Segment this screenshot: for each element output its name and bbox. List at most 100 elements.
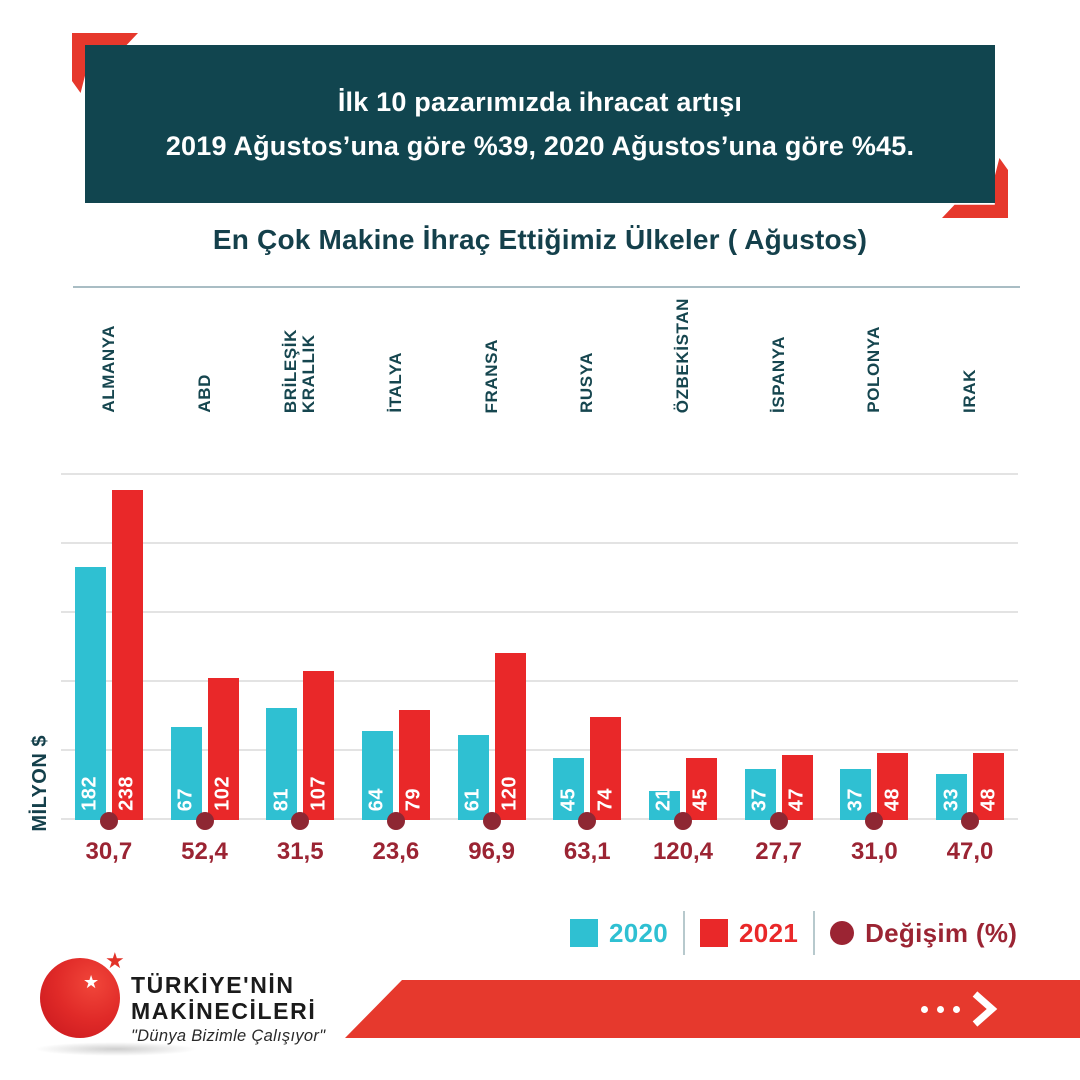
country-label-cell: ABD	[171, 295, 239, 413]
change-percent-value: 23,6	[372, 838, 420, 865]
bar-2020: 81	[266, 708, 298, 820]
bar-2021: 48	[877, 753, 909, 820]
bar-group: 64 79	[361, 473, 430, 830]
change-dot-icon	[865, 812, 884, 830]
bar-value-label: 64	[365, 787, 388, 811]
bar-group: 61 120	[457, 473, 526, 830]
gridline	[61, 680, 1018, 682]
brand-text-block: TÜRKİYE'NİN MAKİNECİLERİ "Dünya Bizimle …	[131, 972, 325, 1046]
bar-value-label: 74	[594, 787, 617, 811]
title-divider	[73, 286, 1020, 288]
change-percent-value: 52,4	[181, 838, 228, 865]
bar-group: 37 47	[744, 473, 813, 830]
bar-value-label: 182	[78, 776, 101, 811]
chart-legend: 2020 2021 Değişim (%)	[570, 910, 1017, 956]
gridline	[61, 611, 1018, 613]
legend-item-2021: 2021	[700, 918, 798, 949]
legend-label-change: Değişim (%)	[865, 917, 1018, 948]
country-label-cell: POLONYA	[840, 295, 908, 413]
bar-2021: 47	[781, 755, 813, 820]
bar-group: 81 107	[266, 473, 335, 830]
brand-name-line1: TÜRKİYE'NİN	[131, 972, 295, 998]
bar-group: 33 48	[936, 473, 1005, 830]
bar-2021: 45	[685, 758, 717, 820]
gridline	[61, 542, 1018, 544]
bar-value-label: 48	[881, 787, 904, 811]
bar-2021: 102	[207, 678, 239, 820]
bar-value-label: 37	[844, 787, 867, 811]
dot-icon	[921, 1005, 928, 1013]
bar-value-label: 48	[977, 787, 1000, 811]
country-label: ÖZBEKİSTAN	[673, 297, 693, 413]
bar-value-label: 45	[557, 787, 580, 811]
change-percent-value: 31,5	[276, 838, 324, 865]
legend-label-2020: 2020	[609, 917, 669, 948]
brand-slogan: "Dünya Bizimle Çalışıyor"	[131, 1027, 326, 1045]
change-dot-icon	[195, 812, 214, 830]
change-dot-icon	[673, 812, 692, 830]
country-label-cell: IRAK	[936, 295, 1004, 413]
change-percent-value: 47,0	[946, 838, 994, 865]
country-label: FRANSA	[481, 338, 501, 413]
dot-icon	[937, 1005, 944, 1013]
legend-separator	[683, 911, 686, 955]
change-percent-value: 63,1	[563, 838, 611, 865]
bar-2020: 67	[170, 727, 202, 820]
country-label-cell: BRİLEŞİK KRALLIK	[266, 295, 334, 413]
bar-2021: 120	[494, 653, 526, 820]
bar-value-label: 37	[748, 787, 771, 811]
legend-swatch-2020-icon	[570, 919, 598, 947]
bar-group: 37 48	[840, 473, 909, 830]
country-label: IRAK	[960, 369, 980, 413]
legend-swatch-2021-icon	[700, 919, 729, 947]
change-dot-icon	[961, 812, 980, 830]
gridline	[61, 473, 1018, 475]
country-label-cell: ALMANYA	[75, 295, 143, 413]
bar-2020: 37	[744, 769, 776, 820]
country-label: RUSYA	[577, 352, 597, 413]
bar-chart-plot: 182 238 67 102 81 107 64 79 61 120 45 74 21 45 37 47 37 4…	[61, 473, 1018, 830]
change-dot-icon	[482, 812, 501, 830]
bar-group: 21 45	[648, 473, 717, 830]
country-label: ABD	[194, 374, 214, 413]
bar-value-label: 102	[211, 776, 234, 811]
change-percent-value: 31,0	[850, 838, 898, 865]
dot-icon	[953, 1005, 960, 1013]
brand-logo-circle-icon	[40, 958, 120, 1038]
legend-label-2021: 2021	[739, 917, 799, 948]
gridline	[61, 749, 1018, 751]
bar-value-label: 67	[174, 787, 197, 811]
bar-2020: 64	[361, 731, 393, 820]
country-label: İTALYA	[385, 352, 405, 413]
change-percent-value: 30,7	[85, 838, 133, 865]
bar-value-label: 21	[652, 787, 675, 811]
bar-value-label: 33	[940, 787, 963, 811]
bar-value-label: 238	[115, 776, 138, 811]
change-percent-value: 96,9	[468, 838, 515, 865]
y-axis-label: MİLYON $	[29, 735, 51, 832]
country-label-cell: İSPANYA	[745, 295, 813, 413]
country-label: POLONYA	[864, 326, 884, 413]
country-label: BRİLEŞİK KRALLIK	[281, 328, 319, 413]
change-dot-icon	[386, 812, 405, 830]
country-labels-row: ALMANYA ABD BRİLEŞİK KRALLIK İTALYA FRANSA RU…	[61, 295, 1018, 413]
country-label: ALMANYA	[98, 325, 118, 413]
bar-2020: 37	[840, 769, 872, 820]
legend-item-change: Değişim (%)	[830, 918, 1017, 949]
bar-2020: 61	[457, 735, 489, 820]
change-dot-icon	[291, 812, 310, 830]
change-dot-icon	[769, 812, 788, 830]
bar-value-label: 45	[689, 787, 712, 811]
country-label-cell: RUSYA	[553, 295, 621, 413]
bar-value-label: 120	[498, 776, 521, 811]
change-percent-value: 27,7	[755, 838, 803, 865]
star-icon: ★	[105, 948, 125, 973]
bar-2021: 48	[973, 753, 1005, 820]
change-percent-row: 30,7 52,4 31,5 23,6 96,9 63,1 120,4 27,7 31,0 47,…	[61, 838, 1018, 866]
change-dot-icon	[578, 812, 597, 830]
more-arrow	[921, 990, 998, 1028]
bar-2020: 33	[936, 774, 968, 820]
headline-line2: 2019 Ağustos’una göre %39, 2020 Ağustos’…	[165, 131, 915, 161]
chevron-right-icon	[972, 991, 998, 1027]
